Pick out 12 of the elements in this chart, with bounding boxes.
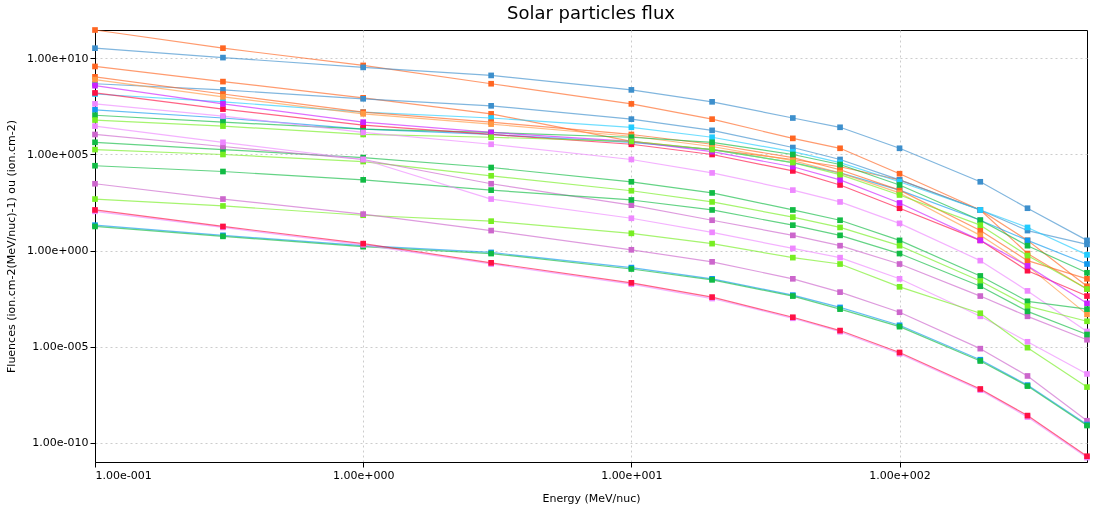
y-tick-label: 1.00e+005	[27, 147, 89, 161]
x-tick-label: 1.00e-001	[95, 468, 152, 482]
x-tick-label: 1.00e+000	[332, 468, 395, 482]
chart-title: Solar particles flux	[507, 2, 676, 24]
y-tick-label: 1.00e-005	[32, 340, 89, 354]
y-tick-label: 1.00e-010	[32, 436, 89, 450]
x-tick-label: 1.00e+002	[869, 468, 931, 482]
x-axis-title: Energy (MeV/nuc)	[542, 491, 641, 505]
y-axis-title: Fluences (ion.cm-2(MeV/nuc)-1) ou (ion.cm-2)	[5, 120, 19, 373]
x-tick-label: 1.00e+001	[601, 468, 663, 482]
y-tick-label: 1.00e+000	[27, 244, 89, 258]
y-tick-label: 1.00e+010	[27, 51, 89, 65]
